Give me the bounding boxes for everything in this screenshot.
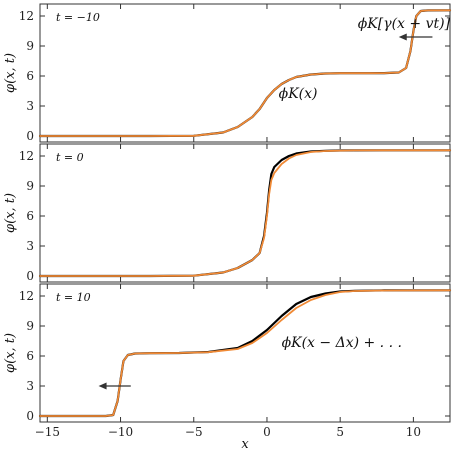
plot-frame [39, 143, 451, 283]
x-tick-label: 10 [406, 425, 421, 439]
x-tick-label: −10 [108, 425, 133, 439]
y-tick-label: 0 [26, 269, 34, 283]
series-line-1 [39, 149, 451, 277]
annotation: ϕK(x) [279, 86, 318, 102]
annotation: ϕK[γ(x + vt)] [358, 16, 451, 32]
y-tick-label: 12 [19, 9, 34, 23]
time-label: t = −10 [56, 11, 100, 24]
y-tick-label: 9 [26, 179, 34, 193]
x-tick-label: 5 [336, 425, 344, 439]
x-tick-label: 0 [263, 425, 271, 439]
series-line-0 [38, 149, 452, 278]
y-axis-label: φ(x, t) [3, 53, 18, 93]
annotation: ϕK(x − Δx) + . . . [282, 335, 402, 351]
x-axis-label: x [241, 437, 249, 451]
y-tick-label: 6 [26, 209, 34, 223]
y-tick-label: 9 [26, 39, 34, 53]
y-tick-label: 6 [26, 69, 34, 83]
y-tick-label: 3 [26, 99, 34, 113]
y-tick-label: 12 [19, 289, 34, 303]
y-axis-label: φ(x, t) [3, 333, 18, 373]
panel-1: 0 3 6 9 12 φ(x, t) t = 0 [3, 143, 452, 283]
arrow-head [98, 382, 107, 390]
series-line-1 [39, 9, 451, 137]
x-tick-label: −5 [185, 425, 203, 439]
x-tick-label: −15 [35, 425, 60, 439]
panel-0: 0 3 6 9 12 φ(x, t) t = −10 ϕK[γ(x + vt)] ϕK(x) [3, 3, 452, 143]
series-line-1 [39, 289, 451, 417]
time-label: t = 10 [56, 291, 91, 304]
y-tick-label: 9 [26, 319, 34, 333]
plot-frame [39, 3, 451, 143]
y-tick-label: 0 [26, 129, 34, 143]
arrow-head [398, 33, 407, 41]
y-tick-label: 3 [26, 239, 34, 253]
y-tick-label: 3 [26, 379, 34, 393]
plot-frame [39, 283, 451, 423]
panels: 0 3 6 9 12 φ(x, t) t = −10 ϕK[γ(x + vt)] ϕK(x) 0 3… [3, 3, 452, 451]
panel-2: 0 3 6 9 12 −15 −10 −5 0 5 10 φ(x, t) x t = 10 ϕK(x − Δ… [3, 283, 452, 451]
series-line-0 [38, 289, 452, 418]
y-tick-label: 0 [26, 409, 34, 423]
time-label: t = 0 [56, 151, 84, 164]
y-tick-label: 12 [19, 149, 34, 163]
y-axis-label: φ(x, t) [3, 193, 18, 233]
y-tick-label: 6 [26, 349, 34, 363]
